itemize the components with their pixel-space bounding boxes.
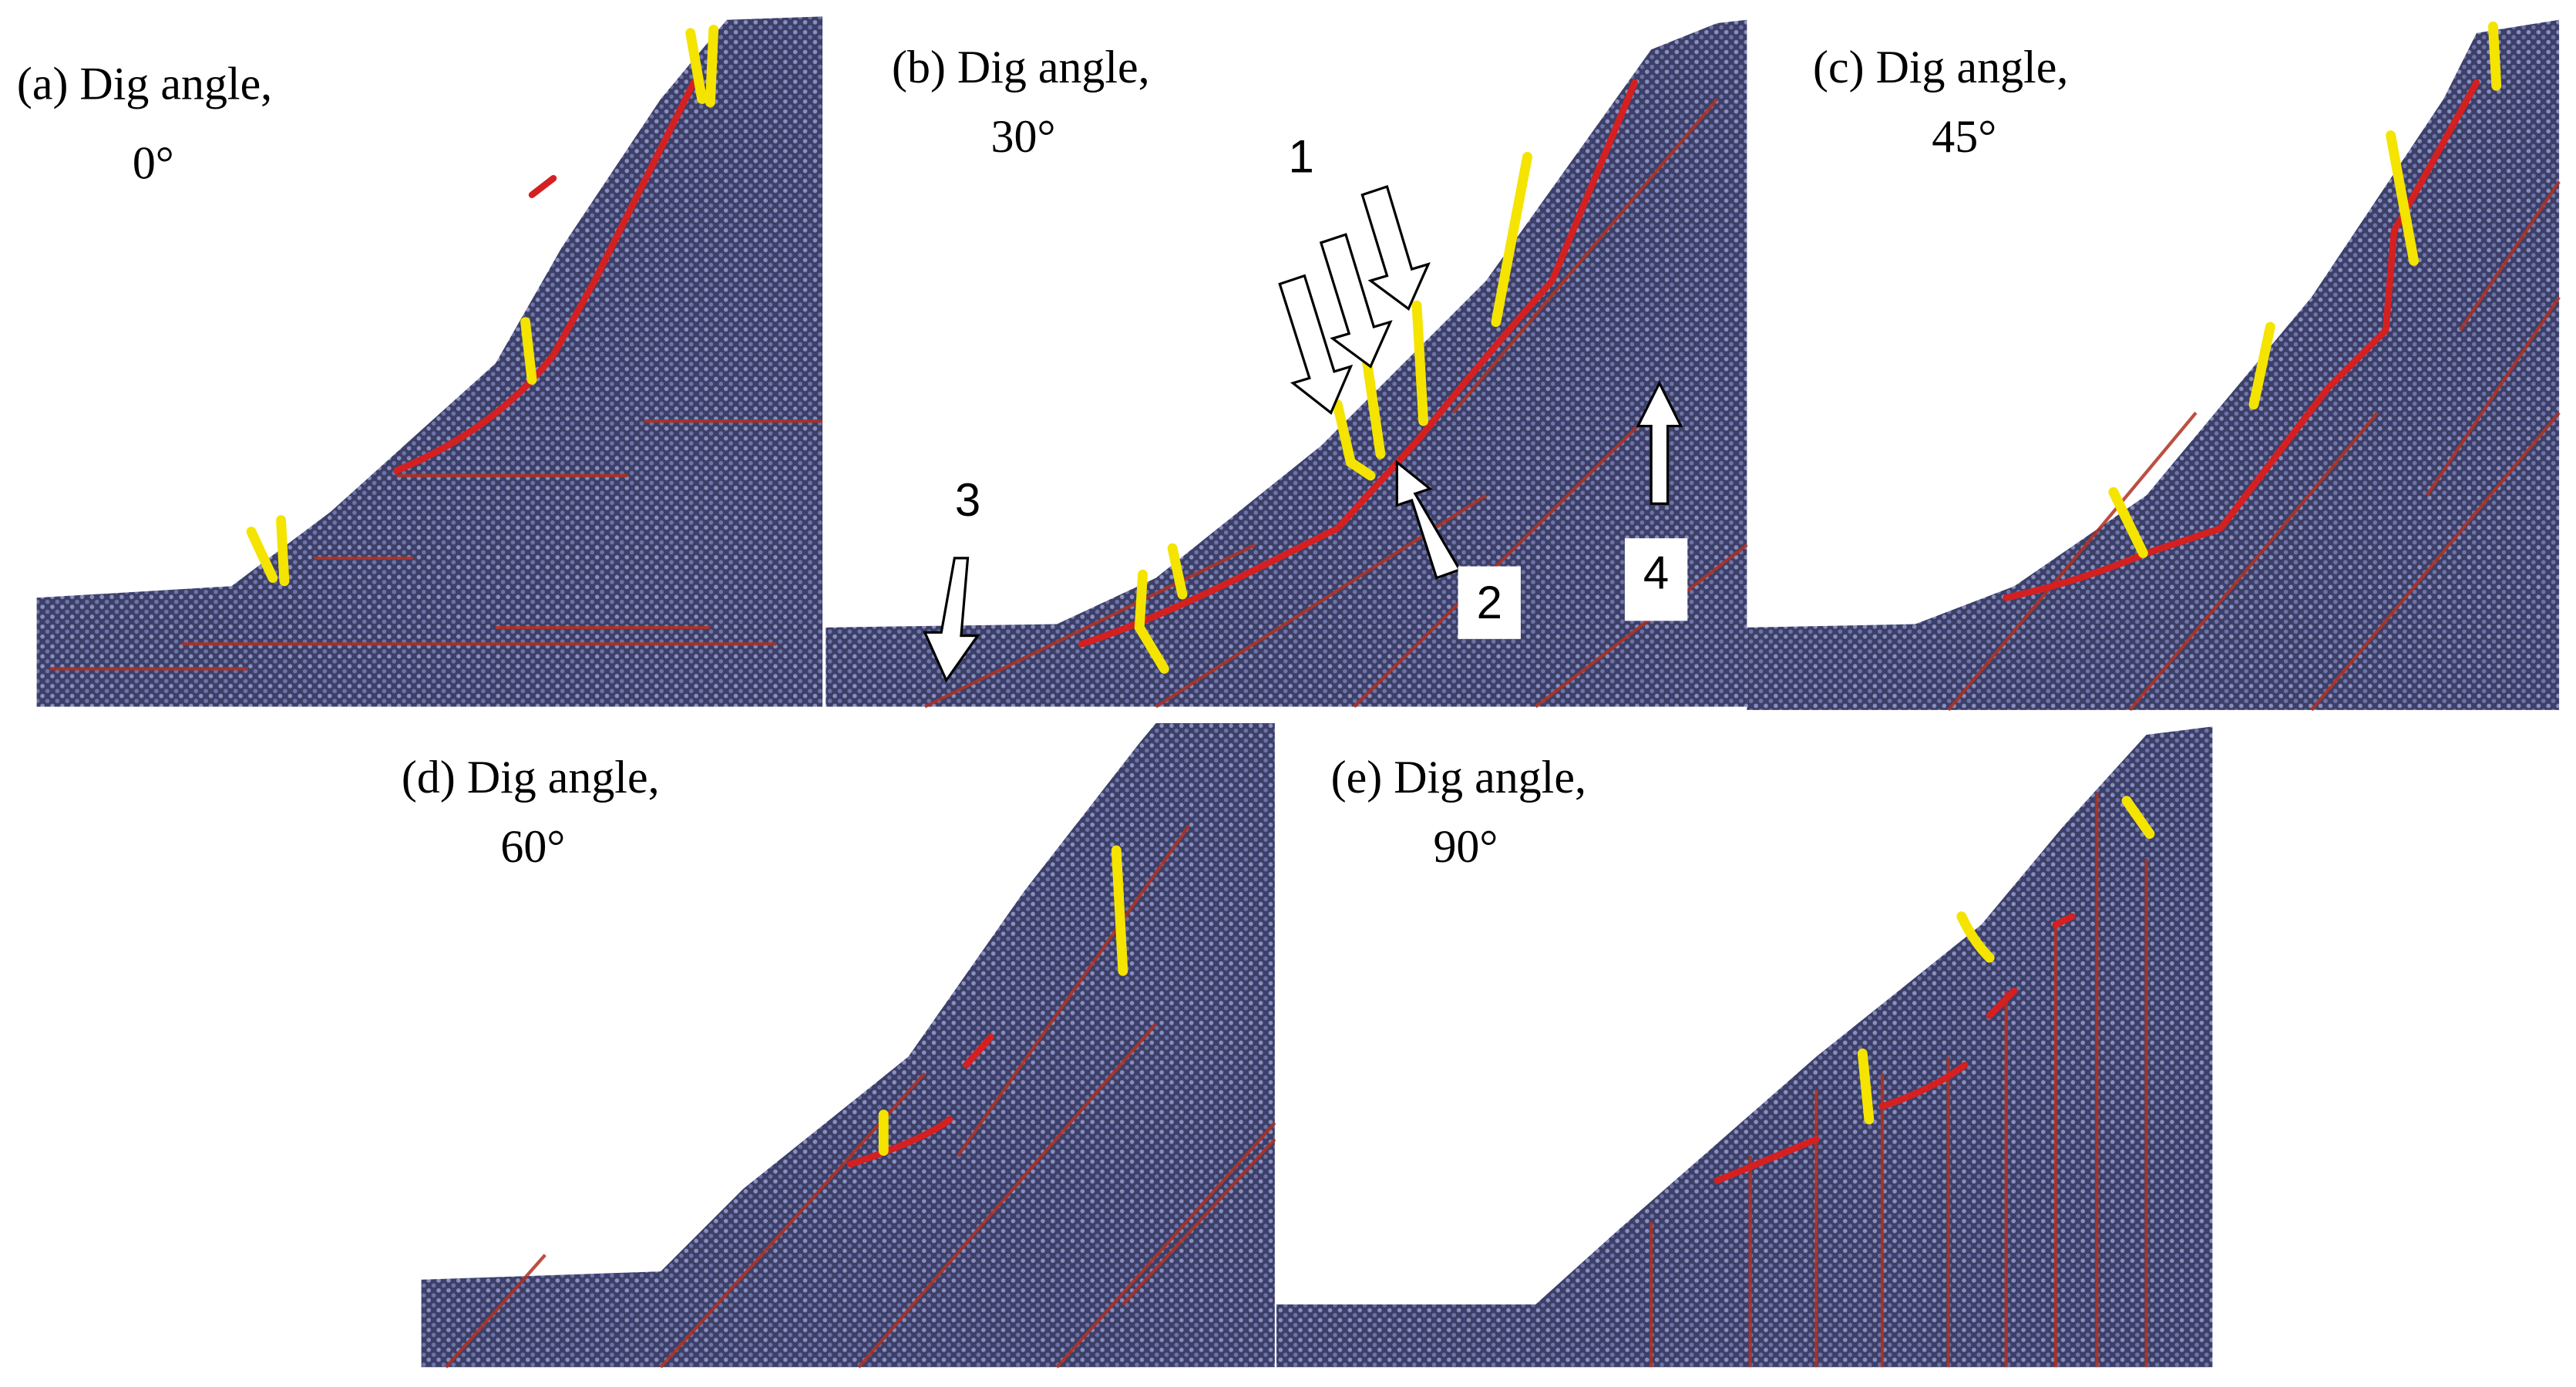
crack-mark xyxy=(1134,152,1532,674)
arrow xyxy=(1395,460,1462,580)
failure-line xyxy=(1713,913,2076,1184)
panel-d: (d) Dig angle, 60° xyxy=(402,723,1276,1368)
arrow xyxy=(923,557,980,683)
joint-line xyxy=(923,98,1748,709)
slope xyxy=(421,723,1275,1368)
panel-label: (e) Dig angle, xyxy=(1331,752,1586,803)
panel-angle: 90° xyxy=(1433,821,1498,872)
slope xyxy=(826,19,1747,707)
joint-line xyxy=(1947,180,2561,712)
arrow xyxy=(1636,380,1683,505)
crack-mark xyxy=(878,845,1128,1156)
panel-a: (a) Dig angle, 0° xyxy=(17,16,823,707)
panel-label: (a) Dig angle, xyxy=(17,59,272,109)
panel-angle: 30° xyxy=(991,111,1056,162)
annotation: 3 xyxy=(955,474,980,526)
panel-b: 1 2 3 4 (b) Dig angle, 30° xyxy=(826,19,1748,709)
panel-label: (d) Dig angle, xyxy=(402,752,660,803)
annotation-box xyxy=(1458,566,1521,639)
failure-line xyxy=(847,1033,994,1168)
panel-label: (b) Dig angle, xyxy=(892,42,1150,93)
slope xyxy=(1747,19,2560,710)
failure-line xyxy=(2003,79,2480,601)
annotation: 4 xyxy=(1643,547,1669,598)
annotation: 1 xyxy=(1288,131,1313,183)
panel-c: (c) Dig angle, 45° xyxy=(1747,19,2561,712)
arrow xyxy=(1360,184,1431,311)
annotation: 2 xyxy=(1477,577,1502,628)
panel-angle: 60° xyxy=(500,821,565,872)
failure-line xyxy=(393,79,698,474)
panel-e: (e) Dig angle, 90° xyxy=(1276,726,2213,1368)
crack-mark xyxy=(1857,796,2155,1125)
crack-mark xyxy=(2108,21,2502,558)
joint-line xyxy=(445,824,1276,1368)
annotation-box xyxy=(1624,538,1688,621)
slope xyxy=(36,16,823,707)
slope xyxy=(1276,726,2213,1368)
panel-label: (c) Dig angle, xyxy=(1813,42,2068,93)
arrow xyxy=(1278,274,1354,415)
crack-mark xyxy=(246,25,719,587)
failure-line xyxy=(528,175,557,198)
panel-angle: 0° xyxy=(133,137,174,188)
arrow xyxy=(1319,233,1393,369)
joint-line xyxy=(49,419,823,671)
joint-line xyxy=(1650,793,2148,1368)
panel-angle: 45° xyxy=(1932,111,1996,162)
